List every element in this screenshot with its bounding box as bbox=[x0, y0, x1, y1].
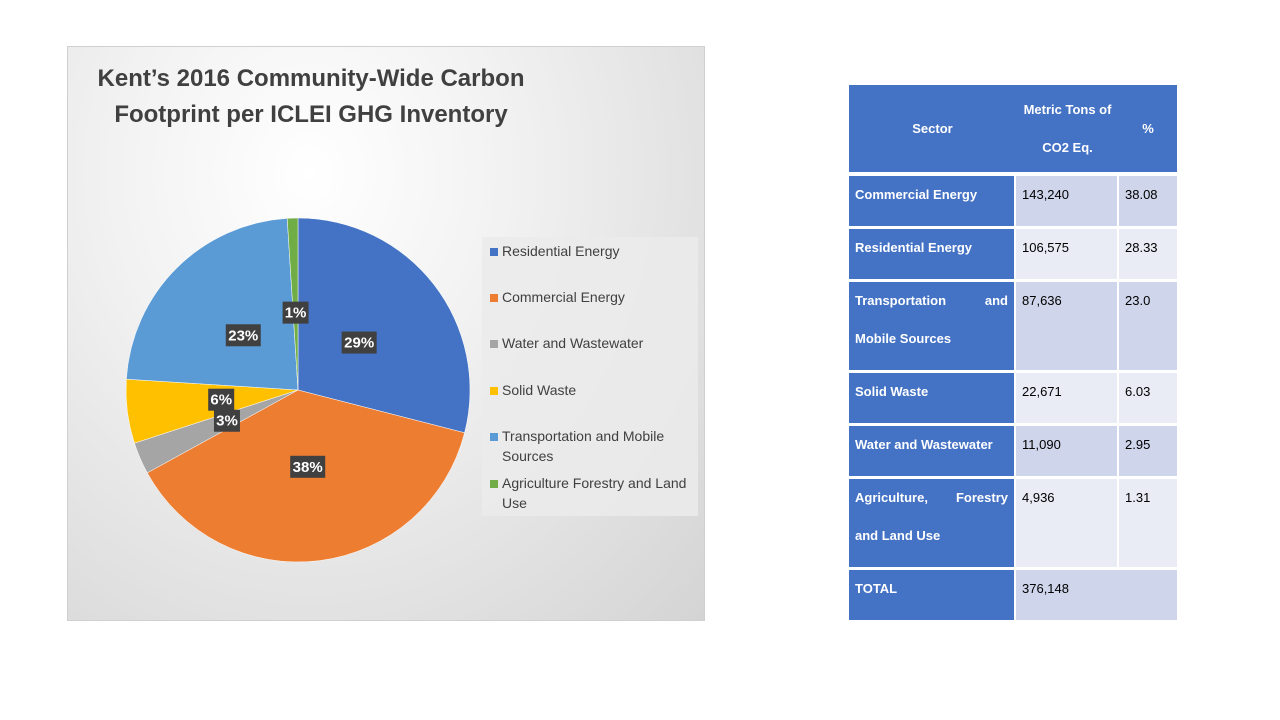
legend-swatch bbox=[490, 294, 498, 302]
value-cell: 376,148 bbox=[1016, 570, 1177, 620]
legend-swatch bbox=[490, 387, 498, 395]
value-cell: 6.03 bbox=[1119, 373, 1177, 423]
legend-swatch bbox=[490, 433, 498, 441]
header-cell: Sector bbox=[849, 85, 1016, 172]
sector-cell: Transportation and Mobile Sources bbox=[849, 282, 1014, 370]
data-label-box bbox=[208, 388, 235, 411]
pie-slice bbox=[297, 217, 471, 434]
legend-label: Agriculture Forestry and Land Use bbox=[502, 475, 687, 511]
legend-swatch bbox=[490, 248, 498, 256]
data-label: 38% bbox=[293, 459, 323, 476]
legend-entry: Water and Wastewater bbox=[488, 333, 694, 353]
sector-cell: Water and Wastewater bbox=[849, 426, 1014, 476]
legend-entry: Solid Waste bbox=[488, 380, 694, 400]
value-cell: 87,636 bbox=[1016, 282, 1117, 370]
data-label: 3% bbox=[216, 413, 238, 430]
value-cell: 28.33 bbox=[1119, 229, 1177, 279]
legend: Residential Energy Commercial Energy Water… bbox=[482, 237, 698, 516]
value-cell: 143,240 bbox=[1016, 176, 1117, 226]
header-cell: Metric Tons of CO2 Eq. bbox=[1016, 85, 1119, 172]
value-cell: 38.08 bbox=[1119, 176, 1177, 226]
data-label: 1% bbox=[285, 305, 307, 322]
pie-chart: 29% 38% 3% 6% 23% 1% bbox=[125, 217, 471, 563]
legend-swatch bbox=[490, 340, 498, 348]
data-label-box bbox=[225, 324, 261, 347]
value-cell: 22,671 bbox=[1016, 373, 1117, 423]
data-label-box bbox=[282, 301, 309, 324]
legend-entry: Transportation and Mobile Sources bbox=[488, 426, 694, 466]
value-cell: 11,090 bbox=[1016, 426, 1117, 476]
data-label-box bbox=[290, 455, 326, 478]
chart-panel: 29% 38% 3% 6% 23% 1% Kent’s 2016 Community-Wi… bbox=[67, 46, 705, 621]
sector-cell: TOTAL bbox=[849, 570, 1014, 620]
legend-label: Water and Wastewater bbox=[502, 335, 644, 351]
header-cell: % bbox=[1119, 85, 1177, 172]
sector-cell: Commercial Energy bbox=[849, 176, 1014, 226]
pie-slice bbox=[126, 218, 299, 391]
legend-swatch bbox=[490, 480, 498, 488]
data-label-box bbox=[341, 331, 377, 354]
legend-entry: Residential Energy bbox=[488, 241, 694, 261]
legend-label: Solid Waste bbox=[502, 382, 577, 398]
value-cell: 106,575 bbox=[1016, 229, 1117, 279]
legend-entry: Agriculture Forestry and Land Use bbox=[488, 473, 694, 513]
sector-cell: Agriculture, Forestry and Land Use bbox=[849, 479, 1014, 567]
sector-cell: Solid Waste bbox=[849, 373, 1014, 423]
legend-label: Transportation and Mobile Sources bbox=[502, 428, 665, 464]
sector-cell: Residential Energy bbox=[849, 229, 1014, 279]
value-cell: 2.95 bbox=[1119, 426, 1177, 476]
data-label-box bbox=[213, 409, 240, 432]
data-label: 6% bbox=[210, 392, 232, 409]
legend-label: Residential Energy bbox=[502, 243, 620, 259]
legend-entry: Commercial Energy bbox=[488, 287, 694, 307]
value-cell: 23.0 bbox=[1119, 282, 1177, 370]
chart-title: Kent’s 2016 Community-Wide Carbon Footpr… bbox=[97, 65, 525, 128]
value-cell: 4,936 bbox=[1016, 479, 1117, 567]
value-cell: 1.31 bbox=[1119, 479, 1177, 567]
legend-label: Commercial Energy bbox=[502, 289, 625, 305]
data-label: 29% bbox=[344, 335, 374, 352]
data-label: 23% bbox=[228, 327, 258, 344]
